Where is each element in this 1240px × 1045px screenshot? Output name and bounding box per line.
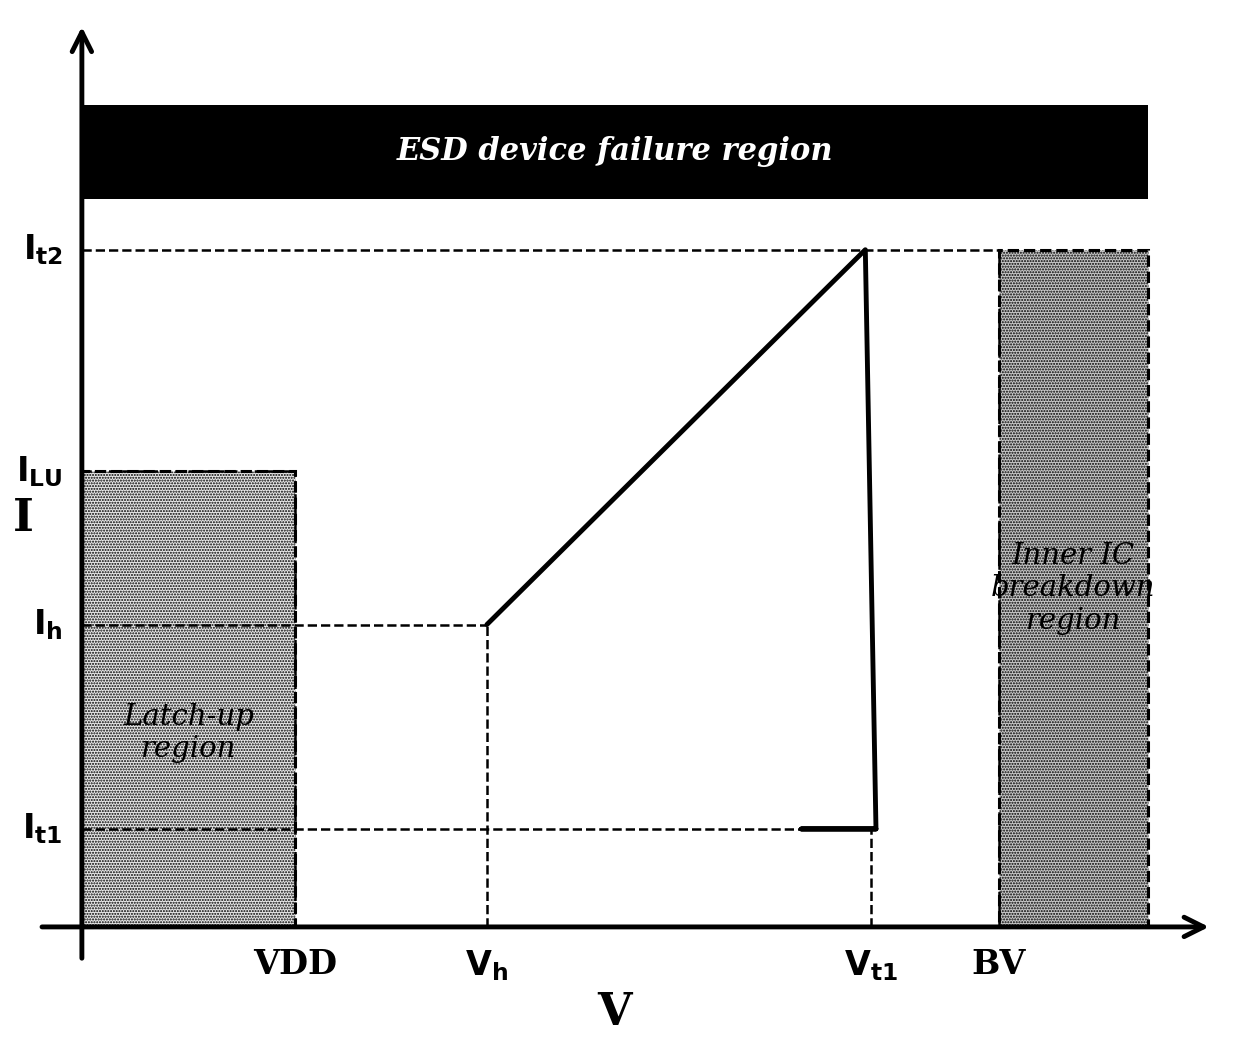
Bar (998, 250, 1148, 927)
Text: $\mathbf{I_{t2}}$: $\mathbf{I_{t2}}$ (22, 232, 63, 268)
Text: V: V (598, 991, 632, 1034)
Text: VDD: VDD (253, 948, 337, 981)
Bar (82, 471, 295, 927)
Text: I: I (12, 496, 33, 539)
Text: $\mathbf{V_h}$: $\mathbf{V_h}$ (465, 948, 508, 983)
Text: BV: BV (971, 948, 1025, 981)
Text: ESD device failure region: ESD device failure region (397, 136, 833, 167)
Text: $\mathbf{I_{LU}}$: $\mathbf{I_{LU}}$ (16, 454, 63, 489)
Bar (82, 104, 1148, 199)
Text: $\mathbf{I_{t1}}$: $\mathbf{I_{t1}}$ (22, 812, 63, 846)
Text: Latch-up
region: Latch-up region (123, 703, 254, 763)
Text: $\mathbf{I_h}$: $\mathbf{I_h}$ (33, 607, 63, 642)
Text: Inner IC
breakdown
region: Inner IC breakdown region (991, 542, 1156, 634)
Text: $\mathbf{V_{t1}}$: $\mathbf{V_{t1}}$ (843, 948, 898, 983)
